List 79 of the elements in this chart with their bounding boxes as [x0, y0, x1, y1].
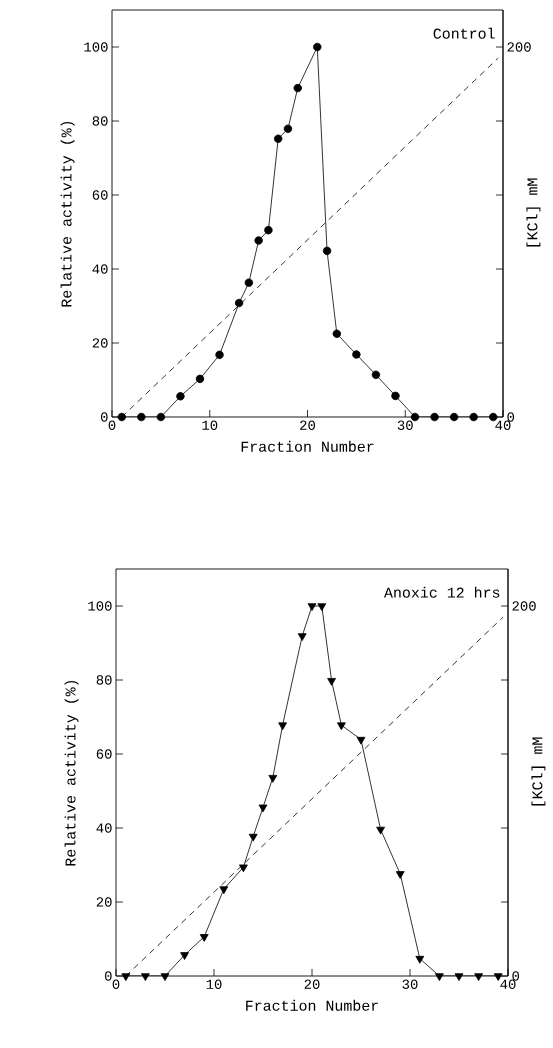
x-tick-label: 10 — [202, 420, 218, 430]
x-tick-label: 10 — [206, 979, 222, 989]
y2-tick-label: 200 — [512, 601, 536, 611]
point — [327, 678, 336, 686]
point — [273, 134, 283, 143]
point — [297, 633, 307, 641]
point — [332, 329, 342, 338]
point — [469, 412, 478, 422]
x-tick-label: 40 — [495, 420, 511, 430]
y2-tick-label: 0 — [512, 971, 520, 981]
point — [160, 973, 170, 982]
annotation: Anoxic 12 hrs — [383, 586, 500, 598]
y-axis-title: Relative activity (%) — [60, 121, 75, 307]
point — [156, 412, 166, 422]
point — [268, 774, 278, 783]
y-tick-label: 60 — [96, 749, 112, 759]
point — [352, 350, 361, 359]
point — [234, 298, 244, 308]
point — [293, 83, 302, 93]
point — [283, 124, 293, 133]
point — [248, 833, 258, 842]
point — [489, 412, 498, 422]
point — [137, 412, 146, 422]
point — [195, 374, 205, 384]
x-tick-label: 30 — [397, 420, 413, 430]
y2-tick-label: 200 — [507, 42, 531, 52]
point — [199, 934, 209, 942]
y-tick-label: 40 — [92, 264, 108, 274]
x-axis-title: Fraction Number — [241, 440, 374, 452]
point — [141, 973, 150, 982]
y-tick-label: 80 — [92, 116, 108, 126]
point — [474, 973, 483, 982]
point — [313, 42, 322, 52]
point — [254, 236, 263, 245]
y2-axis-title: [KCl] mM — [531, 737, 546, 806]
point — [371, 370, 381, 380]
x-axis-title: Fraction Number — [246, 999, 378, 1011]
point — [258, 804, 268, 813]
y-tick-label: 100 — [88, 601, 112, 611]
x-tick-label: 20 — [304, 979, 320, 989]
point — [219, 886, 229, 895]
annotation: Control — [433, 27, 495, 39]
point — [244, 278, 254, 287]
point — [410, 412, 420, 422]
y2-axis-title: [KCl] mM — [526, 178, 541, 247]
point — [449, 412, 459, 422]
point — [322, 246, 332, 256]
y-tick-label: 0 — [104, 971, 112, 981]
x-tick-label: 0 — [112, 979, 120, 989]
y-tick-label: 40 — [96, 823, 112, 833]
point — [117, 412, 126, 422]
point — [307, 603, 317, 612]
y-axis-title: Relative activity (%) — [64, 680, 79, 866]
x-tick-label: 30 — [402, 979, 418, 989]
point — [180, 952, 189, 960]
point — [376, 826, 385, 835]
x-tick-label: 40 — [500, 979, 516, 989]
x-tick-label: 20 — [300, 420, 316, 430]
point — [176, 392, 185, 401]
point — [395, 871, 405, 879]
point — [415, 955, 425, 964]
point — [337, 722, 346, 731]
y-tick-label: 60 — [92, 190, 108, 200]
point — [356, 736, 366, 745]
point — [391, 391, 400, 401]
y2-tick-label: 0 — [507, 412, 515, 422]
y-tick-label: 20 — [96, 897, 112, 907]
point — [454, 973, 464, 982]
y-tick-label: 0 — [100, 412, 108, 422]
point — [430, 412, 439, 422]
point — [435, 973, 444, 982]
point — [239, 864, 248, 873]
point — [215, 350, 224, 360]
y-tick-label: 80 — [96, 675, 112, 685]
point — [317, 603, 327, 612]
y-tick-label: 20 — [92, 338, 108, 348]
y-tick-label: 100 — [84, 42, 108, 52]
point — [264, 225, 273, 235]
point — [278, 722, 287, 731]
